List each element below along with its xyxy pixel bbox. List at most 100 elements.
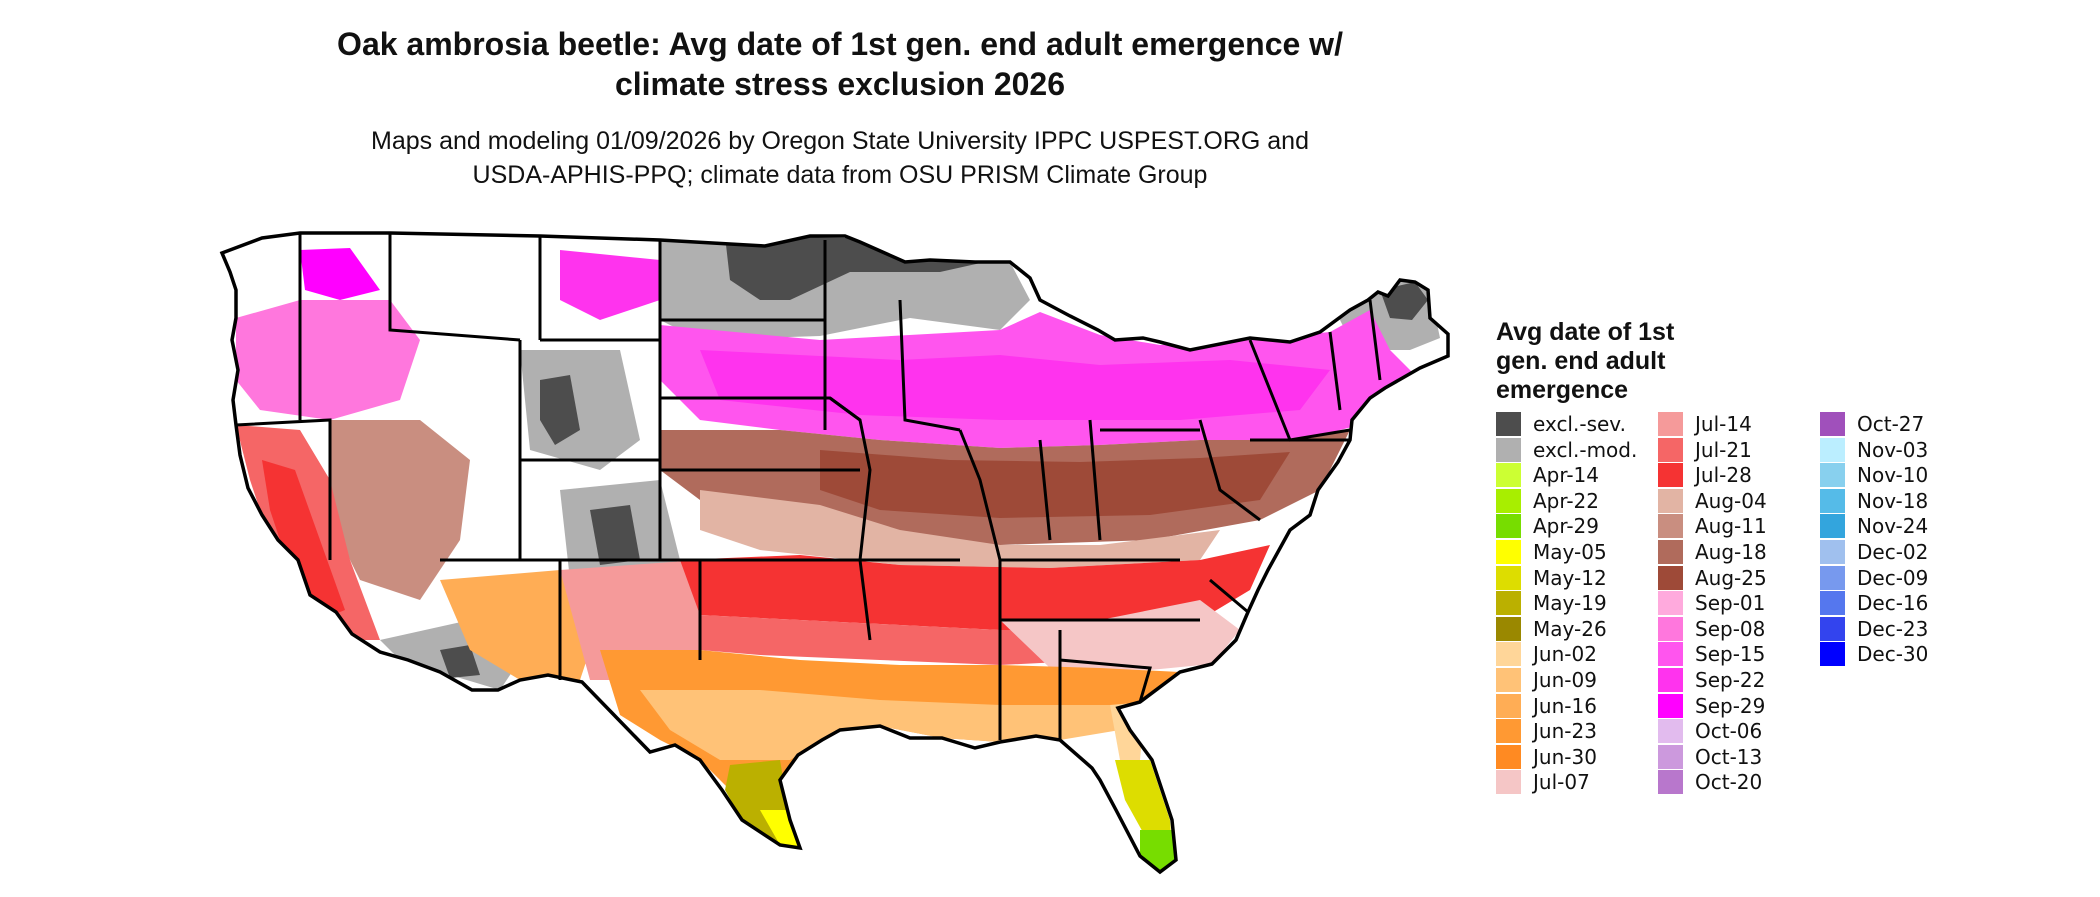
map-subtitle-line-2: USDA-APHIS-PPQ; climate data from OSU PR… — [472, 161, 1208, 189]
legend-label: Aug-25 — [1695, 565, 1767, 590]
zone-excl-sev-colorado — [590, 505, 640, 565]
legend-swatch — [1658, 463, 1683, 488]
legend-label: May-12 — [1533, 565, 1607, 590]
zone-jul-south-band — [680, 545, 1270, 630]
legend-label: Apr-29 — [1533, 514, 1599, 539]
legend-title: Avg date of 1st gen. end adult emergence — [1496, 318, 1736, 405]
zone-excl-mod-wyoming — [520, 350, 640, 470]
legend-item: Oct-06 — [1658, 719, 1763, 744]
legend-item: Apr-22 — [1496, 488, 1599, 513]
legend-item: Jul-14 — [1658, 412, 1752, 436]
legend-label: Oct-20 — [1695, 770, 1763, 795]
state-boundaries — [220, 231, 1450, 874]
legend-swatch — [1658, 642, 1683, 667]
legend-label: excl.-sev. — [1533, 412, 1626, 436]
legend-swatch — [1658, 744, 1683, 769]
legend-item: May-12 — [1496, 565, 1607, 590]
legend-label: Jun-30 — [1533, 744, 1597, 769]
legend-label: Oct-06 — [1695, 719, 1763, 744]
legend-swatch — [1820, 412, 1845, 436]
legend-item: Jul-28 — [1658, 463, 1752, 488]
legend-swatch — [1658, 514, 1683, 539]
zone-may-florida — [1115, 760, 1172, 850]
legend-label: May-26 — [1533, 616, 1607, 641]
legend-swatch — [1658, 591, 1683, 616]
zone-jul-california-inner — [262, 460, 345, 620]
legend-label: Sep-22 — [1695, 668, 1766, 692]
zone-sep-inner — [700, 350, 1330, 420]
legend-item: Oct-13 — [1658, 744, 1762, 769]
legend-swatch — [1820, 565, 1845, 590]
legend-swatch — [1496, 693, 1521, 718]
legend-title-line-3: emergence — [1496, 376, 1629, 404]
legend-item: Jun-09 — [1496, 668, 1597, 692]
legend-swatch — [1496, 514, 1521, 539]
legend-item: Jul-07 — [1496, 770, 1590, 795]
legend-label: Jun-23 — [1533, 719, 1597, 744]
legend-swatch — [1820, 616, 1845, 641]
legend-item: Jun-23 — [1496, 719, 1597, 744]
zone-sep-mountains — [300, 248, 380, 300]
legend-item: Sep-22 — [1658, 668, 1765, 692]
legend-item: Jun-02 — [1496, 642, 1597, 667]
legend-swatch — [1658, 488, 1683, 513]
legend-item: excl.-mod. — [1496, 437, 1638, 462]
legend-item: Jun-16 — [1496, 693, 1597, 718]
legend-swatch — [1496, 616, 1521, 641]
legend-label: Jun-16 — [1533, 693, 1597, 718]
legend-item: Jul-21 — [1658, 437, 1752, 462]
legend-label: Dec-30 — [1857, 642, 1929, 667]
legend-swatch — [1658, 616, 1683, 641]
legend-item: Oct-20 — [1658, 770, 1763, 795]
legend-label: excl.-mod. — [1533, 437, 1638, 462]
legend-item: Dec-16 — [1820, 591, 1928, 616]
legend-item: Dec-30 — [1820, 642, 1929, 667]
legend-label: Sep-01 — [1695, 591, 1766, 616]
legend-label: Jun-09 — [1533, 668, 1597, 692]
legend-label: Aug-04 — [1695, 488, 1767, 513]
legend-swatch — [1658, 693, 1683, 718]
legend-swatch — [1820, 540, 1845, 564]
legend-item: Dec-02 — [1820, 540, 1928, 564]
legend: excl.-sev. excl.-mod. Apr-14 Apr-22 Apr-29 Ma… — [1496, 412, 1928, 802]
legend-swatch — [1820, 591, 1845, 616]
legend-swatch — [1496, 770, 1521, 795]
legend-label: Jul-28 — [1695, 463, 1752, 488]
legend-swatch — [1496, 642, 1521, 667]
legend-label: Jul-14 — [1695, 412, 1752, 436]
legend-swatch — [1658, 770, 1683, 795]
map-title-line-1: Oak ambrosia beetle: Avg date of 1st gen… — [337, 26, 1343, 62]
legend-swatch — [1658, 540, 1683, 564]
legend-item: excl.-sev. — [1496, 412, 1626, 436]
legend-swatch — [1496, 668, 1521, 692]
legend-label: Dec-23 — [1857, 616, 1929, 641]
legend-item: Sep-15 — [1658, 642, 1766, 667]
legend-title-line-1: Avg date of 1st — [1496, 318, 1675, 346]
legend-item: Aug-11 — [1658, 514, 1767, 539]
zone-aug-central-dark — [820, 450, 1290, 518]
legend-swatch — [1820, 514, 1845, 539]
legend-label: Aug-11 — [1695, 514, 1767, 539]
legend-swatch — [1820, 437, 1845, 462]
legend-item: Nov-03 — [1820, 437, 1929, 462]
legend-swatch — [1658, 437, 1683, 462]
legend-label: Sep-08 — [1695, 616, 1766, 641]
legend-label: Sep-15 — [1695, 642, 1766, 667]
legend-label: Nov-03 — [1857, 437, 1929, 462]
legend-item: Apr-29 — [1496, 514, 1599, 539]
legend-item: Nov-10 — [1820, 463, 1928, 488]
legend-item: Apr-14 — [1496, 463, 1599, 488]
legend-swatch — [1496, 591, 1521, 616]
legend-title-line-2: gen. end adult — [1496, 347, 1666, 375]
legend-swatch — [1658, 719, 1683, 744]
zone-aug-central-light — [700, 490, 1220, 568]
zone-sep-rockies — [560, 250, 660, 320]
legend-item: Oct-27 — [1820, 412, 1924, 436]
legend-item: Dec-23 — [1820, 616, 1929, 641]
legend-item: Aug-04 — [1658, 488, 1767, 513]
legend-swatch — [1496, 719, 1521, 744]
legend-swatch — [1496, 463, 1521, 488]
legend-item: Aug-18 — [1658, 540, 1767, 564]
legend-label: May-19 — [1533, 591, 1607, 616]
